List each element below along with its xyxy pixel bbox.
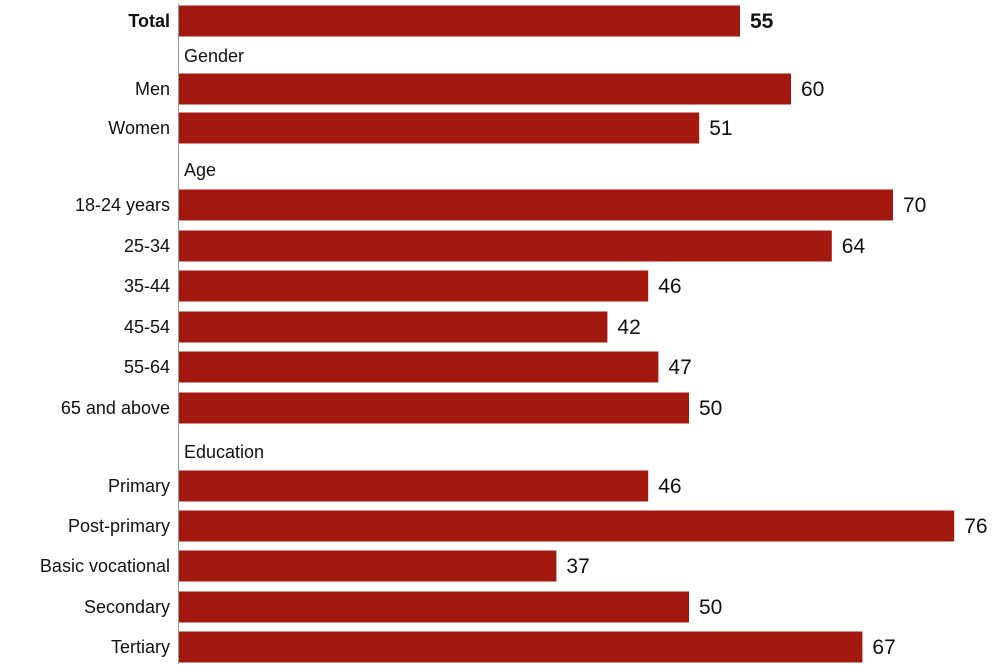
bar	[179, 510, 955, 542]
bar	[179, 112, 700, 144]
bar	[179, 470, 649, 502]
data-label: 70	[903, 194, 926, 217]
category-label: 18-24 years	[75, 195, 170, 215]
group-label: Gender	[184, 46, 244, 66]
bar	[179, 351, 659, 383]
category-label: Basic vocational	[40, 556, 170, 576]
data-label: 50	[699, 596, 722, 619]
category-label: 65 and above	[61, 398, 170, 418]
category-label: Women	[108, 118, 170, 138]
bar	[179, 73, 791, 105]
category-label: Secondary	[84, 597, 170, 617]
bar	[179, 270, 649, 302]
category-label: 55-64	[124, 357, 170, 377]
data-label: 67	[872, 636, 895, 659]
data-label: 50	[699, 397, 722, 420]
data-label: 37	[566, 555, 589, 578]
data-label: 46	[658, 475, 681, 498]
category-label: Primary	[108, 476, 170, 496]
data-label: 47	[668, 356, 691, 379]
bar	[179, 189, 893, 221]
bar	[179, 5, 740, 37]
category-label: Tertiary	[111, 637, 170, 657]
category-label: 45-54	[124, 317, 170, 337]
bar	[179, 230, 832, 262]
bar	[179, 392, 689, 424]
bar	[179, 550, 557, 582]
category-label: 35-44	[124, 276, 170, 296]
group-label: Age	[184, 160, 216, 180]
bar	[179, 631, 863, 663]
data-label: 60	[801, 78, 824, 101]
category-label: Total	[128, 11, 170, 31]
data-label: 55	[750, 10, 774, 33]
bar	[179, 311, 608, 343]
category-label: Men	[135, 79, 170, 99]
category-label: Post-primary	[68, 516, 170, 536]
bar	[179, 591, 689, 623]
group-label: Education	[184, 442, 264, 462]
data-label: 51	[709, 117, 732, 140]
data-label: 76	[964, 515, 987, 538]
data-label: 64	[842, 235, 866, 258]
category-label: 25-34	[124, 236, 170, 256]
data-label: 42	[617, 316, 640, 339]
data-label: 46	[658, 275, 681, 298]
